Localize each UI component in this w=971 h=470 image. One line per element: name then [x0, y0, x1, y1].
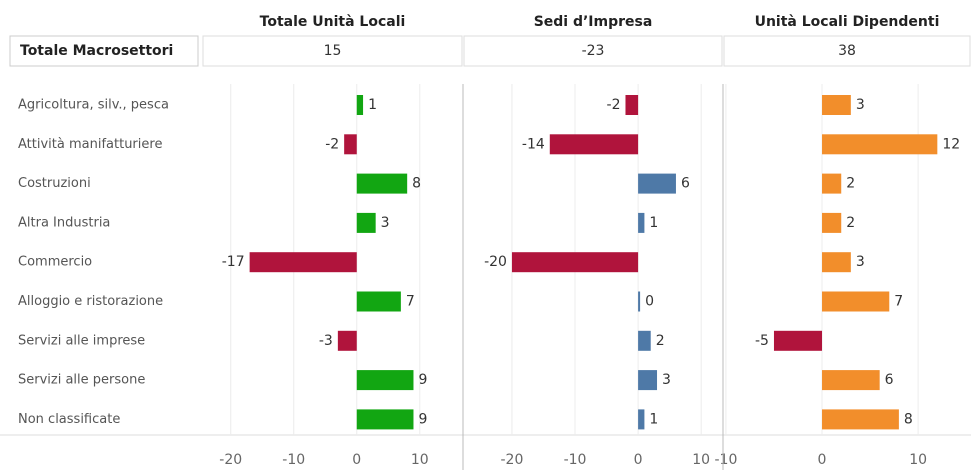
bar — [638, 173, 676, 194]
data-label: -3 — [319, 333, 333, 349]
bar — [511, 252, 639, 273]
bar — [822, 95, 851, 115]
x-tick-label: 0 — [818, 452, 827, 468]
panel-title: Unità Locali Dipendenti — [755, 14, 940, 30]
bar — [638, 409, 645, 430]
bar — [822, 212, 842, 233]
bar — [356, 409, 414, 430]
panel-title: Sedi d’Impresa — [534, 14, 653, 30]
data-label: 9 — [418, 411, 427, 427]
data-label: 2 — [846, 215, 855, 231]
data-label: 7 — [406, 294, 415, 310]
bar — [822, 173, 842, 194]
bar — [356, 95, 364, 115]
bar — [822, 134, 938, 155]
category-label: Altra Industria — [18, 215, 110, 230]
data-label: 2 — [846, 176, 855, 192]
row-header: Totale Macrosettori — [20, 43, 173, 59]
bar — [356, 212, 376, 233]
data-label: 12 — [942, 136, 960, 152]
total-value: 38 — [838, 43, 856, 59]
total-value: -23 — [582, 43, 605, 59]
x-tick-label: -20 — [501, 452, 524, 468]
category-label: Alloggio e ristorazione — [18, 294, 163, 309]
data-label: 6 — [885, 372, 894, 388]
bar — [356, 173, 408, 194]
data-label: 8 — [412, 176, 421, 192]
data-label: -5 — [755, 333, 769, 349]
data-label: 1 — [649, 411, 658, 427]
bar — [822, 370, 880, 391]
data-label: -20 — [484, 254, 507, 270]
data-label: 3 — [381, 215, 390, 231]
bar — [822, 252, 851, 273]
data-label: 1 — [649, 215, 658, 231]
bar — [638, 291, 641, 312]
data-label: -2 — [325, 136, 339, 152]
total-cell — [463, 35, 723, 67]
x-tick-label: 10 — [909, 452, 927, 468]
x-tick-label: 10 — [692, 452, 710, 468]
bar — [638, 330, 651, 351]
category-label: Servizi alle persone — [18, 373, 145, 388]
bar — [249, 252, 357, 273]
row-header-box — [9, 35, 199, 67]
x-tick-label: -10 — [564, 452, 587, 468]
category-label: Servizi alle imprese — [18, 333, 145, 348]
bar — [822, 409, 899, 430]
panel-title: Totale Unità Locali — [260, 14, 406, 30]
bar — [337, 330, 357, 351]
bar — [638, 212, 645, 233]
x-tick-label: -10 — [282, 452, 305, 468]
category-label: Costruzioni — [18, 176, 91, 191]
data-label: -2 — [607, 97, 621, 113]
total-cell — [202, 35, 463, 67]
bar — [356, 291, 401, 312]
total-cell — [723, 35, 971, 67]
category-label: Non classificate — [18, 412, 120, 427]
bar — [638, 370, 658, 391]
data-label: 6 — [681, 176, 690, 192]
data-label: 8 — [904, 411, 913, 427]
data-label: -14 — [522, 136, 545, 152]
data-label: 3 — [662, 372, 671, 388]
data-label: 1 — [368, 97, 377, 113]
x-tick-label: 0 — [634, 452, 643, 468]
bar — [549, 134, 639, 155]
x-tick-label: 10 — [411, 452, 429, 468]
x-tick-label: -20 — [219, 452, 242, 468]
bar — [344, 134, 357, 155]
data-label: 2 — [656, 333, 665, 349]
data-label: 0 — [645, 294, 654, 310]
total-value: 15 — [324, 43, 342, 59]
data-label: 3 — [856, 254, 865, 270]
x-tick-label: -10 — [714, 452, 737, 468]
category-label: Commercio — [18, 255, 92, 270]
data-label: 7 — [894, 294, 903, 310]
data-label: 3 — [856, 97, 865, 113]
category-label: Attività manifatturiere — [18, 137, 162, 152]
data-label: -17 — [222, 254, 245, 270]
bar — [822, 291, 890, 312]
x-tick-label: 0 — [352, 452, 361, 468]
bar — [625, 95, 639, 115]
bar — [356, 370, 414, 391]
data-label: 9 — [418, 372, 427, 388]
category-label: Agricoltura, silv., pesca — [18, 98, 169, 113]
bar — [773, 330, 823, 351]
